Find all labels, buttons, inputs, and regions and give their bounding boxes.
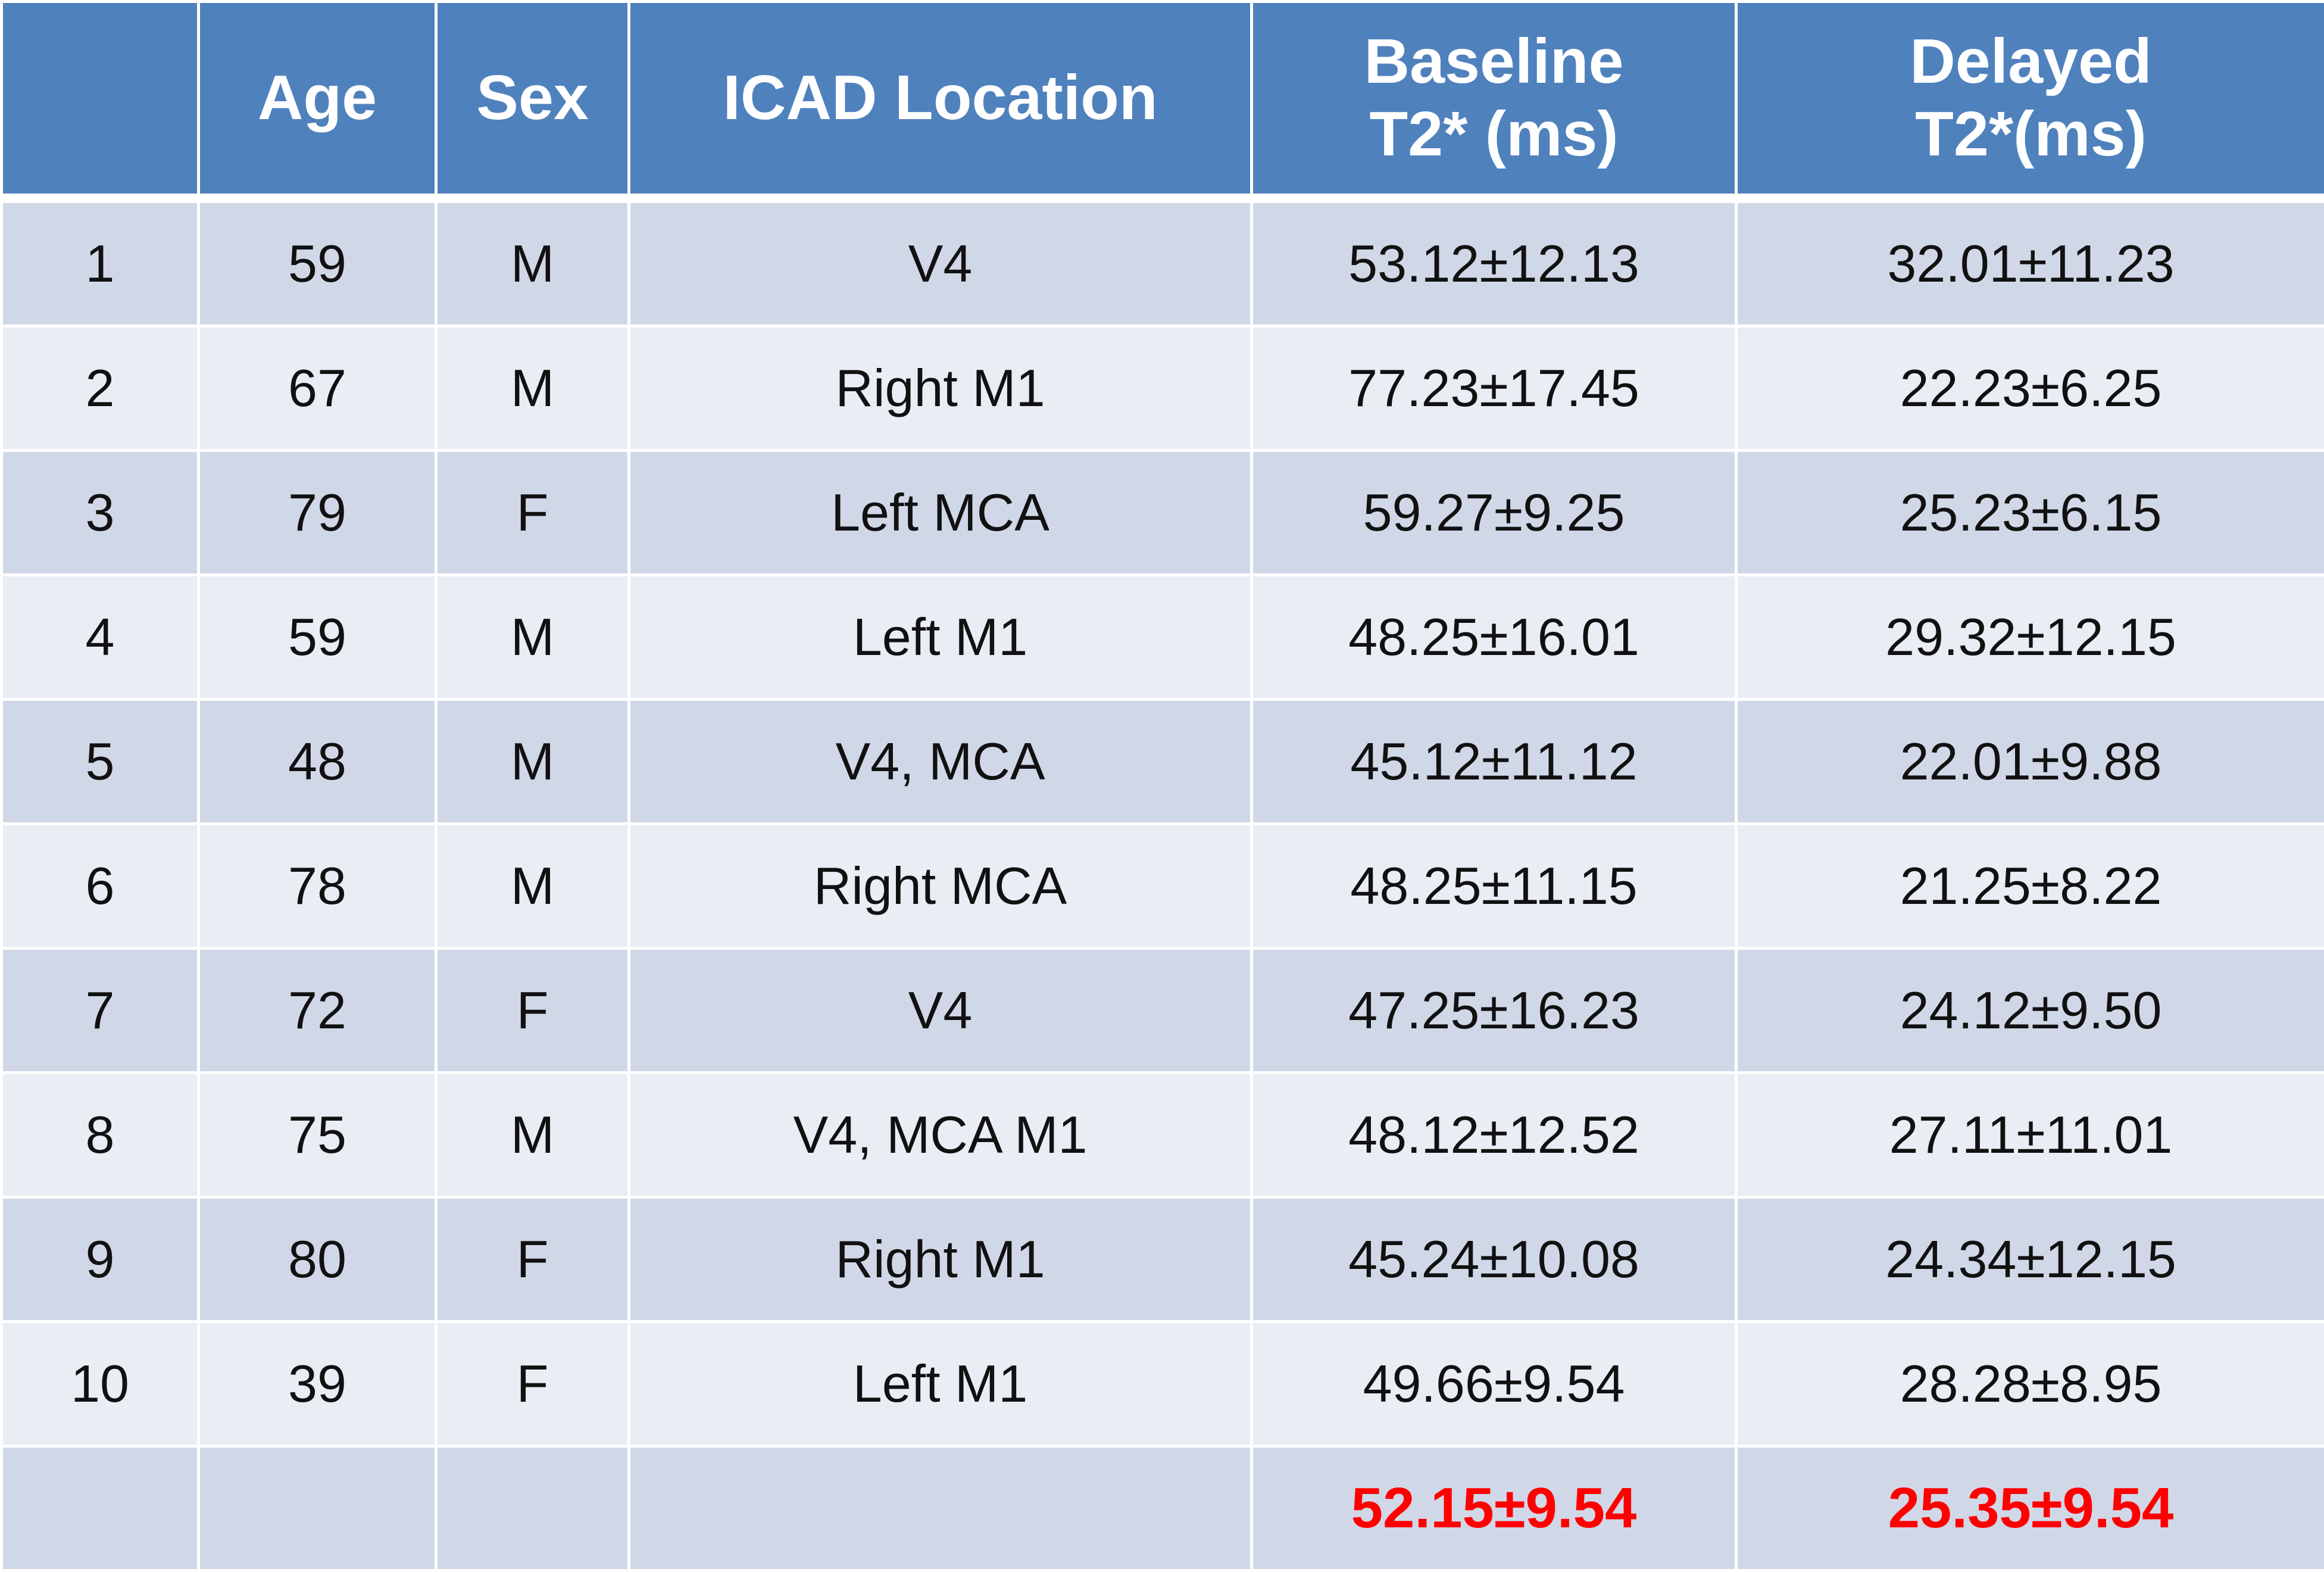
summary-cell: 25.35±9.54: [1736, 1446, 2324, 1571]
table-cell: 4: [2, 575, 199, 700]
table-cell: Left M1: [629, 1322, 1252, 1446]
table-cell: 45.24±10.08: [1252, 1197, 1736, 1322]
table-cell: 78: [199, 824, 436, 949]
table-cell: 9: [2, 1197, 199, 1322]
header-text: T2*(ms): [1738, 98, 2324, 171]
table-cell: F: [436, 949, 629, 1073]
header-text: Age: [258, 63, 377, 133]
table-cell: 80: [199, 1197, 436, 1322]
header-text: Sex: [476, 63, 589, 133]
table-cell: 6: [2, 824, 199, 949]
table-cell: 47.25±16.23: [1252, 949, 1736, 1073]
table-cell: M: [436, 1073, 629, 1197]
table-cell: 22.01±9.88: [1736, 700, 2324, 824]
page: {"table": { "header": ["Age", "Sex", "IC…: [0, 0, 2324, 1534]
header-text: Baseline: [1253, 26, 1735, 98]
table-cell: F: [436, 1322, 629, 1446]
empty-cell: [199, 1446, 436, 1571]
table-cell: 48.12±12.52: [1252, 1073, 1736, 1197]
table-cell: M: [436, 326, 629, 451]
table-cell: 79: [199, 451, 436, 575]
table-cell: 28.28±8.95: [1736, 1322, 2324, 1446]
table-cell: 8: [2, 1073, 199, 1197]
table-cell: V4, MCA M1: [629, 1073, 1252, 1197]
table-cell: 21.25±8.22: [1736, 824, 2324, 949]
table-cell: 39: [199, 1322, 436, 1446]
table-cell: 59: [199, 575, 436, 700]
table-cell: 59: [199, 198, 436, 326]
empty-cell: [2, 1446, 199, 1571]
table-cell: 10: [2, 1322, 199, 1446]
table-cell: 48.25±11.15: [1252, 824, 1736, 949]
table-cell: 59.27±9.25: [1252, 451, 1736, 575]
table-cell: 48.25±16.01: [1252, 575, 1736, 700]
table-cell: 3: [2, 451, 199, 575]
header-text: Delayed: [1738, 26, 2324, 98]
header-cell: ICAD Location: [629, 2, 1252, 199]
table-cell: 32.01±11.23: [1736, 198, 2324, 326]
header-cell: [2, 2, 199, 199]
table-cell: 25.23±6.15: [1736, 451, 2324, 575]
table-cell: Right MCA: [629, 824, 1252, 949]
table-cell: 75: [199, 1073, 436, 1197]
table-cell: 45.12±11.12: [1252, 700, 1736, 824]
table-cell: 24.34±12.15: [1736, 1197, 2324, 1322]
table-cell: Left M1: [629, 575, 1252, 700]
table-cell: 1: [2, 198, 199, 326]
table-cell: 2: [2, 326, 199, 451]
table-cell: V4: [629, 198, 1252, 326]
header-cell: Sex: [436, 2, 629, 199]
table-cell: 29.32±12.15: [1736, 575, 2324, 700]
table-cell: Left MCA: [629, 451, 1252, 575]
table-cell: V4, MCA: [629, 700, 1252, 824]
table-cell: Right M1: [629, 326, 1252, 451]
table-cell: 48: [199, 700, 436, 824]
table-cell: 72: [199, 949, 436, 1073]
table-cell: 7: [2, 949, 199, 1073]
summary-cell: 52.15±9.54: [1252, 1446, 1736, 1571]
header-text: T2* (ms): [1253, 98, 1735, 171]
table-cell: V4: [629, 949, 1252, 1073]
header-text: ICAD Location: [723, 63, 1157, 133]
table-cell: 77.23±17.45: [1252, 326, 1736, 451]
table-cell: 49.66±9.54: [1252, 1322, 1736, 1446]
table-cell: F: [436, 451, 629, 575]
table-cell: Right M1: [629, 1197, 1252, 1322]
table-cell: 22.23±6.25: [1736, 326, 2324, 451]
table-cell: 27.11±11.01: [1736, 1073, 2324, 1197]
table-cell: M: [436, 198, 629, 326]
table-cell: 5: [2, 700, 199, 824]
table-cell: 67: [199, 326, 436, 451]
table-cell: M: [436, 824, 629, 949]
table-cell: F: [436, 1197, 629, 1322]
empty-cell: [629, 1446, 1252, 1571]
table-cell: M: [436, 575, 629, 700]
table-cell: 24.12±9.50: [1736, 949, 2324, 1073]
table-cell: 53.12±12.13: [1252, 198, 1736, 326]
empty-cell: [436, 1446, 629, 1571]
header-cell: Age: [199, 2, 436, 199]
table-cell: M: [436, 700, 629, 824]
